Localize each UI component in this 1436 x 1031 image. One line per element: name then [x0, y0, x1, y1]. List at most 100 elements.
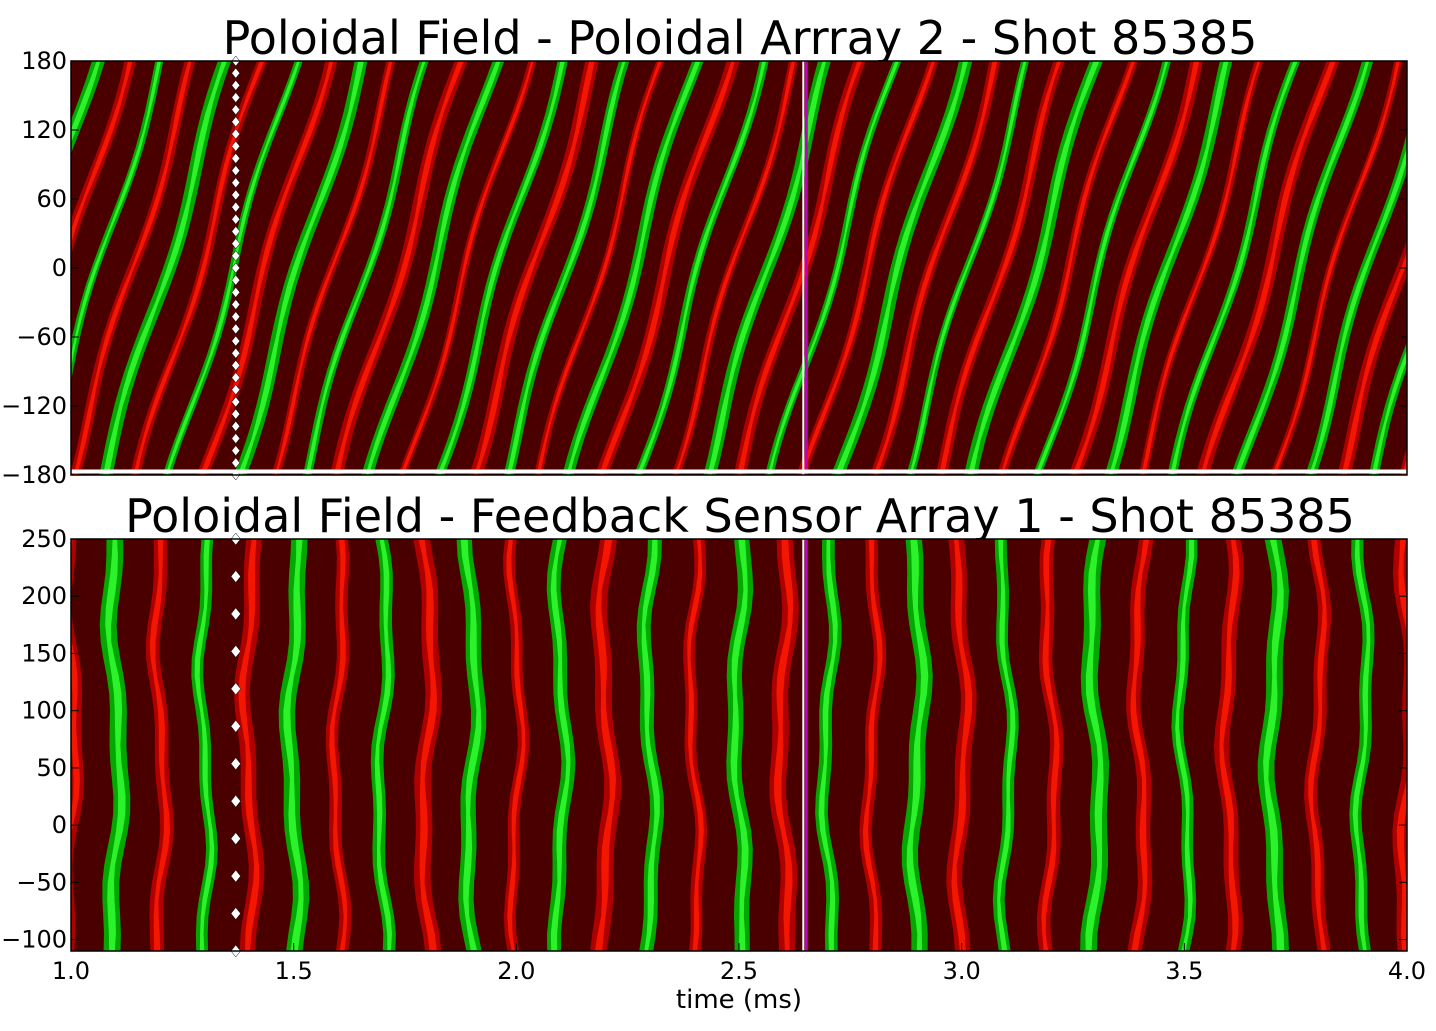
bottom-markers — [230, 532, 808, 958]
top-stripe-core — [400, 61, 534, 475]
top-diamond-marker — [231, 165, 241, 176]
bottom-y-tick-label: −100 — [1, 926, 67, 954]
top-stripe-core — [799, 61, 935, 475]
bottom-stripe-green — [546, 539, 576, 951]
top-stripe-core — [133, 61, 265, 475]
bottom-stripe-core — [1219, 539, 1240, 951]
bottom-stripe-red — [946, 539, 977, 951]
top-stripe-green — [633, 61, 769, 475]
bottom-stripe-core — [71, 539, 80, 837]
top-diamond-marker — [231, 226, 241, 237]
top-diamond-marker — [231, 262, 241, 274]
top-stripe-core — [365, 61, 501, 475]
bottom-stripe-green — [1171, 539, 1198, 951]
bottom-stripe-core — [594, 539, 617, 951]
top-diamond-marker — [231, 116, 241, 128]
top-stripe-green — [765, 61, 902, 475]
top-stripe-green — [71, 61, 106, 154]
top-y-axis: 180 120 60 0 −60 −120 −180 — [1, 47, 1407, 489]
top-stripe-green — [1230, 61, 1374, 475]
top-stripe-core — [71, 61, 101, 143]
bottom-stripe-red — [1214, 539, 1244, 951]
top-stripe-red — [1195, 61, 1340, 475]
top-diamond-marker — [231, 372, 241, 383]
top-stripe-core — [506, 61, 626, 475]
bottom-diamond-marker — [230, 644, 241, 658]
top-diamond-marker — [231, 396, 241, 408]
bottom-diamond-marker — [230, 719, 241, 733]
top-stripe-core — [305, 61, 426, 475]
bottom-stripe-core — [730, 539, 749, 951]
top-stripe-red — [130, 61, 268, 475]
top-stripe-core — [967, 61, 1100, 475]
top-stripe-green — [831, 61, 973, 475]
top-stripe-red — [1138, 61, 1264, 475]
bottom-stripe-green — [456, 539, 487, 951]
top-stripe-green — [1430, 61, 1436, 475]
top-stripe-green — [361, 61, 505, 475]
top-stripe-core — [103, 61, 228, 475]
bottom-y-tick-label: 100 — [21, 697, 67, 725]
top-diamond-marker — [231, 128, 241, 140]
top-diamond-marker — [231, 299, 241, 310]
top-diamond-marker — [231, 104, 241, 116]
bottom-diamond-marker — [230, 832, 241, 846]
bottom-y-axis: 250 200 150 100 50 0 −50 −100 — [1, 525, 1407, 954]
top-diamond-marker — [231, 140, 241, 152]
top-stripe-green — [1032, 61, 1171, 475]
bottom-stripe-core — [687, 539, 704, 951]
bottom-stripe-core — [374, 539, 392, 951]
top-stripe-green — [503, 61, 630, 475]
top-stripe-core — [1272, 61, 1400, 475]
bottom-stripe-core — [149, 539, 170, 951]
bottom-stripe-core — [194, 539, 215, 951]
top-diamond-marker — [231, 67, 241, 79]
top-stripe-green — [562, 61, 704, 475]
top-diamond-marker — [231, 201, 241, 213]
top-y-tick-label: −60 — [16, 323, 67, 351]
top-stripe-red — [196, 61, 338, 475]
bottom-stripe-core — [418, 539, 437, 951]
top-diamond-marker — [231, 189, 241, 201]
top-y-tick-label: 180 — [21, 47, 67, 75]
bottom-stripe-red — [769, 539, 799, 951]
top-diamond-marker — [231, 238, 241, 250]
bottom-diamond-marker — [230, 794, 241, 808]
top-stripe-red — [271, 61, 396, 475]
top-stripe-green — [964, 61, 1104, 475]
top-diamond-marker — [231, 408, 241, 420]
x-tick-label: 2.5 — [720, 957, 758, 985]
bottom-heatmap — [71, 539, 1407, 951]
bottom-stripe-red — [503, 539, 530, 951]
top-stripe-core — [71, 61, 162, 369]
bottom-stripe-red — [71, 539, 84, 951]
bottom-stripe-core — [105, 539, 126, 951]
top-diamond-marker — [231, 420, 241, 432]
bottom-diamond-marker — [230, 607, 241, 621]
top-stripe-core — [536, 61, 663, 475]
bottom-x-axis: 1.0 1.5 2.0 2.5 3.0 3.5 4.0 — [52, 943, 1426, 985]
top-stripe-core — [674, 61, 796, 475]
top-stripe-core — [1071, 61, 1200, 475]
top-diamond-marker — [231, 250, 241, 262]
top-stripe-core — [1141, 61, 1261, 475]
bottom-stripe-core — [997, 539, 1016, 951]
top-stripe-core — [1170, 61, 1298, 475]
bottom-stripe-green — [1257, 539, 1289, 951]
top-stripe-core — [1308, 146, 1407, 475]
top-y-tick-label: 120 — [21, 116, 67, 144]
top-stripe-core — [274, 61, 393, 475]
x-tick-label: 3.5 — [1165, 957, 1203, 985]
top-stripe-core — [1371, 349, 1407, 475]
top-stripe-core — [333, 61, 465, 475]
top-stripe-red — [397, 61, 537, 475]
x-tick-label: 1.0 — [52, 957, 90, 985]
top-diamond-marker — [231, 177, 241, 189]
top-y-tick-label: −120 — [1, 392, 67, 420]
top-y-tick-label: −180 — [1, 461, 67, 489]
bottom-stripe-core — [1041, 539, 1060, 951]
top-y-tick-label: 60 — [36, 185, 67, 213]
bottom-stripe-core — [283, 539, 304, 951]
top-diamond-marker — [231, 323, 241, 335]
